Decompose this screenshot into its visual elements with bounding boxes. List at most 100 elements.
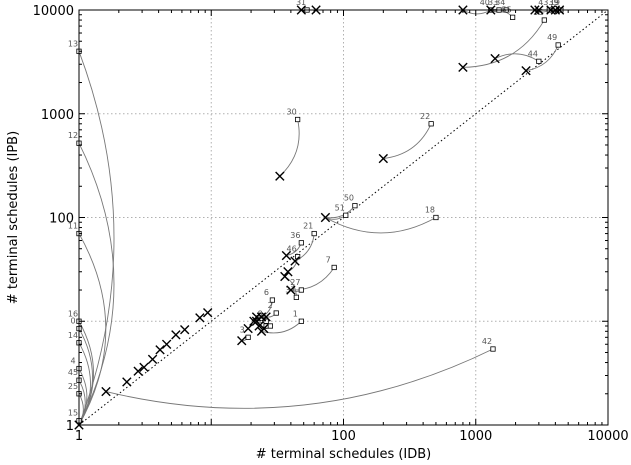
point-label: 40 (480, 0, 490, 7)
point-label: 3 (240, 325, 245, 334)
end-square-marker (311, 230, 317, 237)
y-tick-label: 100 (49, 212, 74, 227)
start-cross-marker (203, 307, 213, 318)
point-label: 19 (550, 0, 560, 7)
point-label: 25 (68, 382, 78, 391)
start-cross-marker (171, 330, 181, 340)
x-tick-label: 10000 (587, 429, 628, 444)
point-label: 6 (264, 288, 269, 297)
point-label: 12 (68, 131, 78, 140)
start-cross-marker (283, 267, 293, 277)
end-square-marker (343, 212, 349, 218)
start-cross-marker (243, 323, 253, 334)
end-square-marker (433, 214, 439, 221)
start-cross-marker (320, 212, 331, 223)
y-axis-title: # terminal schedules (IPB) (6, 131, 21, 304)
end-square-marker (295, 116, 301, 123)
point-label: 4 (70, 357, 75, 366)
start-cross-marker (249, 316, 259, 326)
transition-arc (494, 53, 540, 62)
end-square-marker (293, 294, 299, 300)
start-cross-marker (147, 354, 158, 364)
end-square-marker (245, 334, 251, 340)
point-label: 31 (296, 0, 306, 7)
start-cross-marker (261, 312, 271, 322)
start-cross-marker (275, 171, 285, 181)
start-cross-marker (195, 313, 205, 323)
point-label: 45 (68, 368, 78, 377)
transition-arc (325, 217, 437, 234)
transition-arc (525, 44, 559, 72)
start-cross-marker (286, 285, 296, 295)
start-cross-marker (251, 316, 262, 326)
transition-arc (294, 233, 315, 262)
end-square-marker (298, 240, 304, 246)
point-label: 7 (326, 255, 331, 264)
transition-arc (383, 123, 432, 159)
end-square-marker (536, 58, 542, 64)
point-label: 16 (68, 309, 78, 318)
start-cross-marker (251, 312, 262, 322)
point-label: 51 (335, 203, 345, 212)
start-cross-marker (237, 335, 247, 346)
point-label: 0 (70, 317, 75, 326)
end-square-marker (510, 14, 516, 20)
end-square-marker (269, 297, 276, 303)
point-label: 30 (287, 108, 297, 117)
end-square-marker (352, 203, 358, 209)
axis-ticks: 1 100 1000 10000 1 100 1000 10000 (33, 4, 629, 444)
start-cross-marker (155, 345, 165, 355)
end-square-marker (267, 323, 273, 329)
start-cross-marker (290, 256, 300, 266)
point-label: 46 (287, 245, 297, 254)
point-label: 34 (495, 0, 505, 7)
end-square-marker (541, 17, 547, 23)
end-square-marker (428, 121, 434, 127)
point-label: 15 (68, 409, 78, 418)
point-label: 27 (290, 278, 300, 287)
start-cross-marker (133, 366, 143, 376)
transition-arc (261, 320, 302, 334)
end-square-marker (298, 287, 304, 293)
y-tick-label: 1000 (41, 108, 74, 123)
point-label: 44 (528, 49, 538, 58)
point-label: 18 (425, 206, 435, 215)
start-cross-marker (122, 377, 132, 387)
start-cross-marker (101, 386, 111, 397)
point-label: 13 (68, 39, 78, 48)
start-cross-marker (256, 326, 267, 336)
point-label: 21 (303, 222, 313, 231)
start-cross-marker (281, 250, 292, 261)
y-tick-label: 10000 (33, 4, 74, 19)
end-square-marker (298, 318, 304, 324)
end-square-marker (555, 42, 561, 48)
transition-arc (462, 19, 545, 68)
point-label: 50 (344, 194, 354, 203)
point-label: 42 (482, 337, 492, 346)
point-label: 36 (290, 231, 300, 240)
data-marks: 1312111601444525153130223646215150187273… (68, 0, 565, 430)
point-label: 11 (68, 222, 78, 231)
end-square-marker (273, 310, 279, 316)
point-label: 1 (293, 309, 298, 318)
transition-arc (78, 233, 107, 426)
point-label: 2 (268, 301, 273, 310)
transition-arc (78, 51, 115, 426)
x-tick-label: 1 (75, 429, 83, 444)
x-tick-label: 100 (331, 429, 356, 444)
transition-arc (78, 143, 115, 426)
point-label: 43 (538, 0, 548, 7)
start-cross-marker (161, 339, 172, 349)
point-label: 39 (548, 0, 558, 7)
start-cross-marker (378, 153, 389, 164)
x-tick-label: 1000 (459, 429, 492, 444)
start-cross-marker (458, 62, 468, 73)
start-cross-marker (180, 324, 190, 335)
x-axis-title: # terminal schedules (IDB) (256, 447, 432, 462)
point-label: 14 (68, 331, 78, 340)
start-cross-marker (139, 362, 149, 372)
transition-arc (279, 119, 300, 177)
point-label: 22 (420, 112, 430, 121)
y-tick-label: 1 (66, 419, 74, 434)
